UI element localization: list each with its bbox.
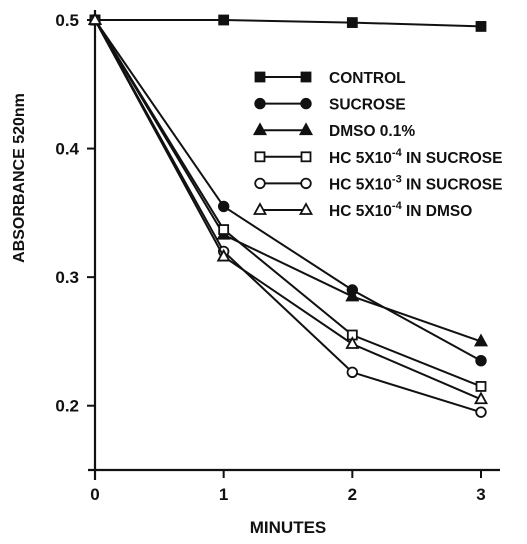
data-point <box>217 200 230 213</box>
y-tick-label: 0.2 <box>55 397 79 416</box>
legend-marker <box>252 202 268 215</box>
data-point <box>475 21 487 32</box>
series-line-1 <box>94 19 482 362</box>
legend-label: HC 5X10-4 IN SUCROSE <box>329 147 502 167</box>
data-point <box>475 381 487 392</box>
y-tick-label: 0.5 <box>55 11 79 30</box>
data-point <box>87 12 103 25</box>
legend-marker <box>254 71 266 83</box>
legend-marker <box>298 202 314 215</box>
data-point <box>345 288 360 302</box>
data-point <box>473 333 489 347</box>
data-point <box>475 406 487 418</box>
data-point <box>216 248 231 262</box>
x-tick-label: 0 <box>90 485 99 504</box>
legend-marker <box>300 71 312 83</box>
series-line-3 <box>94 19 482 388</box>
legend-label: HC 5X10-3 IN SUCROSE <box>329 173 502 193</box>
series-line-0 <box>95 19 482 28</box>
chart-legend: CONTROL SUCROSE DMSO 0.1% HC 5X10-4 IN SUCR… <box>252 70 502 220</box>
x-axis-label: MINUTES <box>250 518 327 537</box>
legend-label: DMSO 0.1% <box>329 123 415 140</box>
x-tick-label: 2 <box>348 485 357 504</box>
data-point <box>345 336 360 349</box>
y-tick-label: 0.4 <box>55 140 79 159</box>
y-tick-label: 0.3 <box>55 268 79 287</box>
data-point <box>475 355 487 367</box>
data-point <box>346 17 358 28</box>
data-point <box>473 391 489 405</box>
legend-label: CONTROL <box>329 70 406 87</box>
legend-marker <box>300 97 312 110</box>
legend-marker <box>300 177 312 190</box>
data-point <box>218 224 230 235</box>
legend-marker <box>254 151 266 163</box>
legend-marker <box>300 151 312 163</box>
legend-marker <box>252 122 268 136</box>
legend-marker <box>298 122 314 136</box>
data-point <box>346 366 359 378</box>
series-line-4 <box>94 19 482 414</box>
legend-label: SUCROSE <box>329 97 406 114</box>
y-axis-label: ABSORBANCE 520nm <box>11 93 28 263</box>
series-line-5 <box>94 19 482 401</box>
legend-marker <box>254 97 266 110</box>
data-point <box>218 14 230 26</box>
series-lines <box>87 12 489 418</box>
legend-label: HC 5X10-4 IN DMSO <box>329 200 472 220</box>
x-tick-label: 1 <box>219 485 228 504</box>
x-tick-label: 3 <box>476 485 485 504</box>
legend-marker <box>254 177 266 190</box>
chart-axes: 0.2 0.3 0.4 0.5 0 1 2 3 <box>55 10 500 504</box>
series-line-2 <box>94 19 482 343</box>
